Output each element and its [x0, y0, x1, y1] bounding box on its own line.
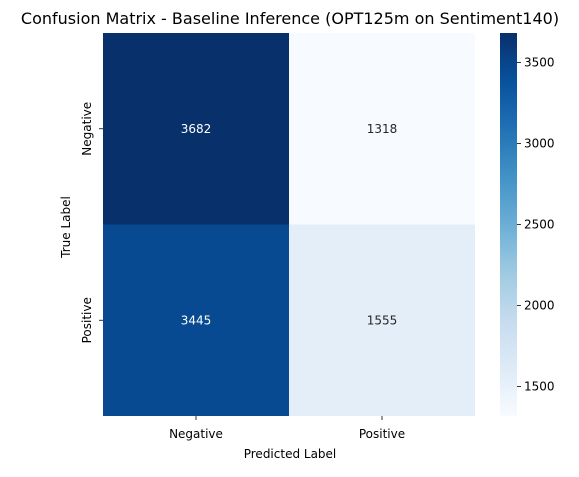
y-tick-label-1: Positive [80, 297, 94, 343]
colorbar-ticks: 1500 2000 2500 3000 3500 [517, 55, 555, 394]
heatmap-cell-0-0 [103, 33, 289, 225]
colorbar: 1500 2000 2500 3000 3500 [500, 33, 555, 416]
heatmap-cell-labels: 3682 1318 3445 1555 [181, 122, 398, 328]
colorbar-tick-label-3: 3000 [524, 136, 555, 150]
y-axis: Negative Positive [80, 102, 103, 343]
heatmap-cell-1-0 [103, 224, 289, 416]
x-axis-label: Predicted Label [244, 447, 337, 461]
x-tick-label-1: Positive [359, 427, 405, 441]
colorbar-tick-label-4: 3500 [524, 55, 555, 69]
x-tick-label-0: Negative [169, 427, 223, 441]
colorbar-tick-label-0: 1500 [524, 380, 555, 394]
x-axis: Negative Positive [169, 416, 405, 441]
cell-value-1-0: 3445 [181, 313, 212, 327]
chart-title: Confusion Matrix - Baseline Inference (O… [21, 9, 559, 28]
colorbar-tick-label-2: 2500 [524, 218, 555, 232]
cell-value-0-0: 3682 [181, 122, 212, 136]
cell-value-0-1: 1318 [367, 122, 398, 136]
heatmap-cells [103, 33, 475, 416]
heatmap-cell-0-1 [289, 33, 475, 225]
cell-value-1-1: 1555 [367, 313, 398, 327]
colorbar-gradient [500, 33, 517, 416]
y-tick-label-0: Negative [80, 102, 94, 156]
colorbar-tick-label-1: 2000 [524, 299, 555, 313]
heatmap-cell-1-1 [289, 224, 475, 416]
y-axis-label: True Label [59, 196, 73, 259]
